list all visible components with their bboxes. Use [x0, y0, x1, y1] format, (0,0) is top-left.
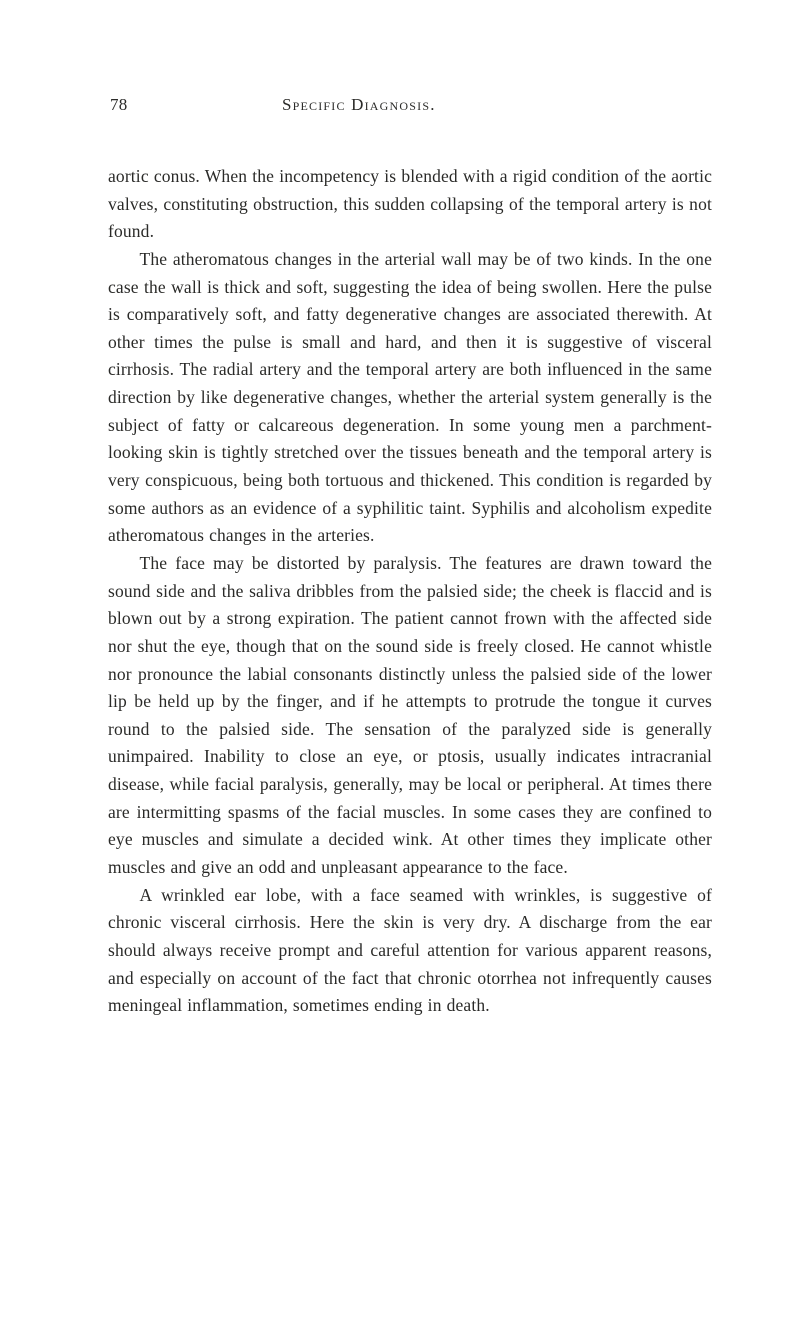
paragraph: A wrinkled ear lobe, with a face seamed …: [108, 882, 712, 1020]
paragraph: The atheromatous changes in the arterial…: [108, 246, 712, 550]
paragraph: The face may be distorted by paralysis. …: [108, 550, 712, 882]
book-page: 78 Specific Diagnosis. aortic conus. Whe…: [0, 0, 800, 1329]
body-text: aortic conus. When the incompetency is b…: [108, 163, 712, 1020]
page-number: 78: [110, 95, 128, 115]
page-header: 78 Specific Diagnosis.: [108, 95, 712, 115]
paragraph: aortic conus. When the incompetency is b…: [108, 163, 712, 246]
running-head: Specific Diagnosis.: [282, 95, 436, 115]
